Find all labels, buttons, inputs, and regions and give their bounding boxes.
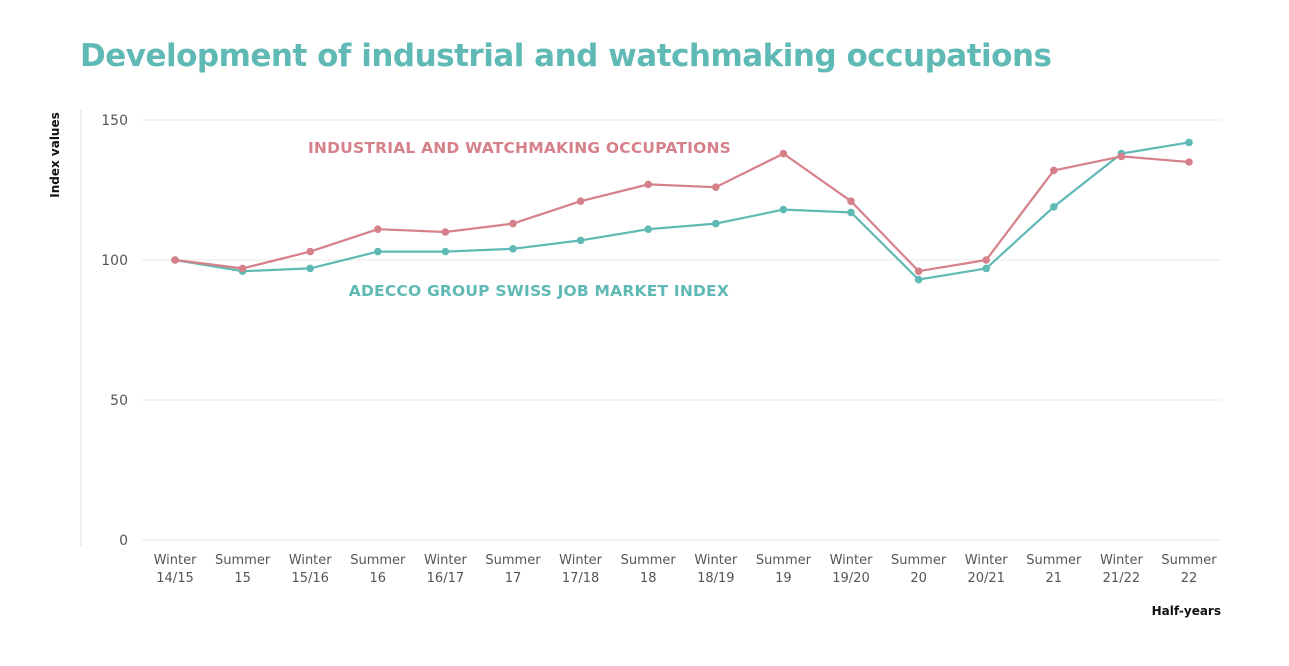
data-point-series-0	[847, 208, 855, 217]
x-tick-label: Summer 15	[215, 553, 271, 586]
x-tick-label: Winter 19/20	[830, 553, 874, 586]
data-point-series-1	[576, 197, 585, 205]
data-point-series-0	[1185, 138, 1193, 147]
data-point-series-1	[779, 149, 788, 158]
data-point-series-0	[982, 264, 990, 273]
x-tick-label: Summer 16	[350, 553, 406, 586]
x-tick-label: Winter 15/16	[289, 553, 333, 586]
x-tick-labels: Winter 14/15 Summer 15 Winter 15/16 Summer 16 Wi…	[154, 553, 1218, 586]
series-line-1	[174, 152, 1190, 273]
data-point-series-1	[441, 228, 450, 236]
data-point-series-0	[779, 205, 788, 214]
data-point-series-0	[576, 236, 585, 245]
data-point-series-0	[441, 247, 450, 256]
data-point-series-1	[712, 183, 720, 191]
y-tick-label: 50	[110, 393, 128, 409]
x-tick-label: Summer 18	[621, 553, 677, 586]
y-tick-label: 150	[101, 113, 128, 129]
x-tick-label: Summer 20	[891, 553, 947, 586]
data-point-series-0	[1050, 203, 1058, 211]
y-tick-label: 0	[119, 533, 128, 549]
data-point-series-0	[712, 219, 720, 228]
data-point-series-1	[238, 264, 247, 273]
x-axis-title: Half-years	[1152, 604, 1221, 618]
x-tick-label: Winter 20/21	[965, 553, 1009, 586]
gridlines	[142, 119, 1221, 541]
x-tick-label: Winter 17/18	[559, 553, 603, 586]
x-tick-label: Winter 21/22	[1100, 553, 1144, 586]
x-tick-label: Summer 17	[485, 553, 541, 586]
data-point-series-1	[1050, 166, 1058, 175]
y-axis-title: Index values	[48, 112, 62, 198]
data-point-series-1	[914, 267, 923, 276]
x-tick-label: Summer 21	[1026, 553, 1082, 586]
y-tick-labels: 0 50 100 150	[101, 113, 128, 549]
data-point-series-0	[914, 275, 923, 284]
data-point-series-0	[509, 245, 517, 253]
x-tick-label: Summer 19	[756, 553, 812, 586]
series-lines	[174, 141, 1190, 281]
x-tick-label: Winter 14/15	[154, 553, 198, 586]
data-point-series-0	[644, 225, 652, 233]
data-point-series-1	[847, 197, 855, 205]
y-tick-label: 100	[101, 253, 128, 269]
x-tick-label: Summer 22	[1161, 553, 1217, 586]
data-point-series-1	[1185, 158, 1193, 166]
series-points	[171, 138, 1193, 284]
series-line-0	[174, 141, 1190, 281]
data-point-series-1	[982, 256, 990, 264]
data-point-series-1	[509, 219, 517, 228]
data-point-series-1	[644, 180, 652, 189]
series-label-industrial: INDUSTRIAL AND WATCHMAKING OCCUPATIONS	[308, 139, 731, 157]
data-point-series-1	[306, 247, 315, 256]
data-point-series-1	[171, 256, 179, 264]
chart-title: Development of industrial and watchmakin…	[80, 38, 1052, 74]
data-point-series-0	[306, 264, 315, 273]
x-tick-label: Winter 16/17	[424, 553, 468, 586]
data-point-series-1	[1117, 152, 1126, 161]
data-point-series-0	[374, 247, 382, 256]
series-label-adecco: ADECCO GROUP SWISS JOB MARKET INDEX	[349, 282, 729, 300]
x-tick-label: Winter 18/19	[694, 553, 738, 586]
data-point-series-1	[374, 225, 382, 233]
